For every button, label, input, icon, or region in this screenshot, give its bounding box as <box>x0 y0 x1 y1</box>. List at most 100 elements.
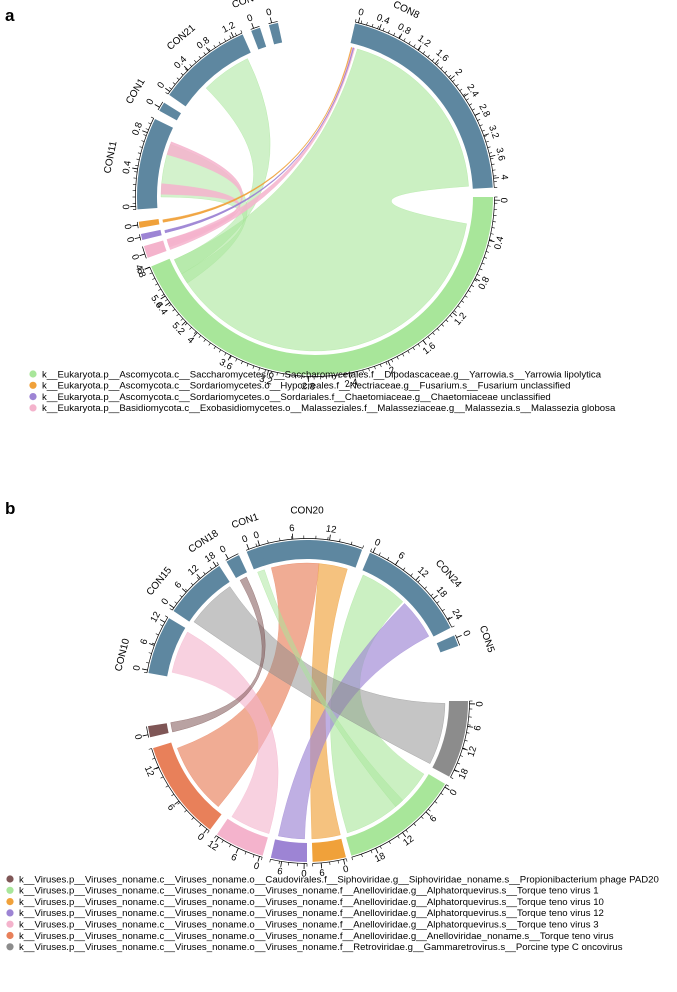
minor-tick <box>229 844 231 848</box>
minor-tick <box>445 319 449 323</box>
major-tick <box>358 17 361 23</box>
major-tick <box>174 800 180 805</box>
minor-tick <box>148 748 152 750</box>
minor-tick <box>472 108 475 111</box>
tick-label: 12 <box>466 745 480 758</box>
axis-line <box>135 118 154 210</box>
tick-label: 0 <box>132 733 144 740</box>
major-tick <box>280 861 282 867</box>
major-tick <box>467 726 473 728</box>
axis-line <box>450 700 470 778</box>
minor-tick <box>189 327 192 330</box>
minor-tick <box>427 54 430 58</box>
minor-tick <box>448 75 452 78</box>
minor-tick <box>453 769 457 772</box>
tick-label: 0 <box>265 7 273 19</box>
ribbons <box>170 562 446 840</box>
minor-tick <box>424 586 427 590</box>
major-tick <box>148 643 155 646</box>
legend-entry: k__Viruses.p__Viruses_noname.c__Viruses_… <box>19 931 614 942</box>
minor-tick <box>160 624 163 627</box>
major-tick <box>144 266 150 270</box>
minor-tick <box>489 152 493 154</box>
major-tick <box>183 65 189 71</box>
tick-label: 0 <box>159 596 171 607</box>
axis-line <box>139 234 142 241</box>
minor-tick <box>252 365 255 369</box>
minor-tick <box>491 163 495 165</box>
tick-label: 3.2 <box>486 124 501 140</box>
minor-tick <box>203 571 206 575</box>
minor-tick <box>235 358 238 362</box>
minor-tick <box>379 364 382 368</box>
segment-taxon-3: 0 6 12 18 <box>432 700 486 781</box>
minor-tick <box>464 740 468 742</box>
major-tick <box>372 547 376 553</box>
minor-tick <box>244 851 247 855</box>
tick-label: 0.4 <box>492 235 506 250</box>
minor-tick <box>148 122 152 125</box>
minor-tick <box>269 859 271 863</box>
tick-label: 24 <box>449 607 464 622</box>
major-tick <box>454 769 460 773</box>
minor-tick <box>155 633 159 636</box>
chord-ribbon <box>162 47 353 223</box>
minor-tick <box>218 41 221 45</box>
axis-line <box>142 246 147 259</box>
segment-taxon-5: 06 <box>311 838 350 879</box>
minor-tick <box>180 318 184 321</box>
minor-tick <box>350 372 352 376</box>
segment-arc <box>136 118 173 210</box>
legend-entry: k__Viruses.p__Viruses_noname.c__Viruses_… <box>19 886 599 897</box>
major-tick <box>343 859 346 865</box>
segment-label: CON21 <box>165 23 198 53</box>
tick-label: 18 <box>434 585 449 600</box>
major-tick <box>235 848 239 854</box>
major-tick <box>395 559 399 565</box>
minor-tick <box>457 762 461 765</box>
major-tick <box>134 236 141 240</box>
tick-label: 4 <box>498 174 509 180</box>
ribbons <box>160 47 469 352</box>
minor-tick <box>176 313 180 317</box>
segment-arc <box>346 774 446 856</box>
tick-label: 0 <box>218 544 228 556</box>
tick-label: 0 <box>155 80 167 91</box>
segment-con8: 0 0.4 0.81.21.622.4 2.8 3.2 3.6 4 CON8 <box>350 0 510 189</box>
minor-tick <box>462 747 466 750</box>
major-tick <box>375 848 379 854</box>
tick-label: 6 <box>396 550 406 562</box>
segment-arc <box>350 23 493 189</box>
minor-tick <box>455 84 459 87</box>
major-tick <box>474 278 481 282</box>
major-tick <box>434 59 440 64</box>
axis-line <box>136 221 139 229</box>
minor-tick <box>422 51 426 54</box>
minor-tick <box>155 767 159 770</box>
minor-tick <box>229 35 232 39</box>
minor-tick <box>462 93 466 96</box>
major-tick <box>142 734 149 737</box>
segment-taxon-4: 0 6 12 18 <box>346 774 460 865</box>
minor-tick <box>481 262 485 265</box>
legend-swatch <box>29 393 37 401</box>
minor-tick <box>172 82 176 85</box>
minor-tick <box>136 158 140 160</box>
segment-taxon-7: 0 6 12 <box>205 818 268 872</box>
tick-label: 0 <box>121 223 133 230</box>
minor-tick <box>412 347 415 351</box>
segment-label: CON20 <box>290 506 324 517</box>
segment-arc <box>226 555 247 579</box>
legend-swatch <box>6 875 14 883</box>
tick-label: 2.8 <box>476 102 492 119</box>
tick-label: 18 <box>457 767 471 781</box>
minor-tick <box>442 609 445 612</box>
tick-label: 1.2 <box>452 311 469 328</box>
tick-label: 18 <box>373 851 387 865</box>
minor-tick <box>481 129 485 132</box>
minor-tick <box>403 567 406 571</box>
minor-tick <box>139 146 143 148</box>
minor-tick <box>418 47 421 51</box>
